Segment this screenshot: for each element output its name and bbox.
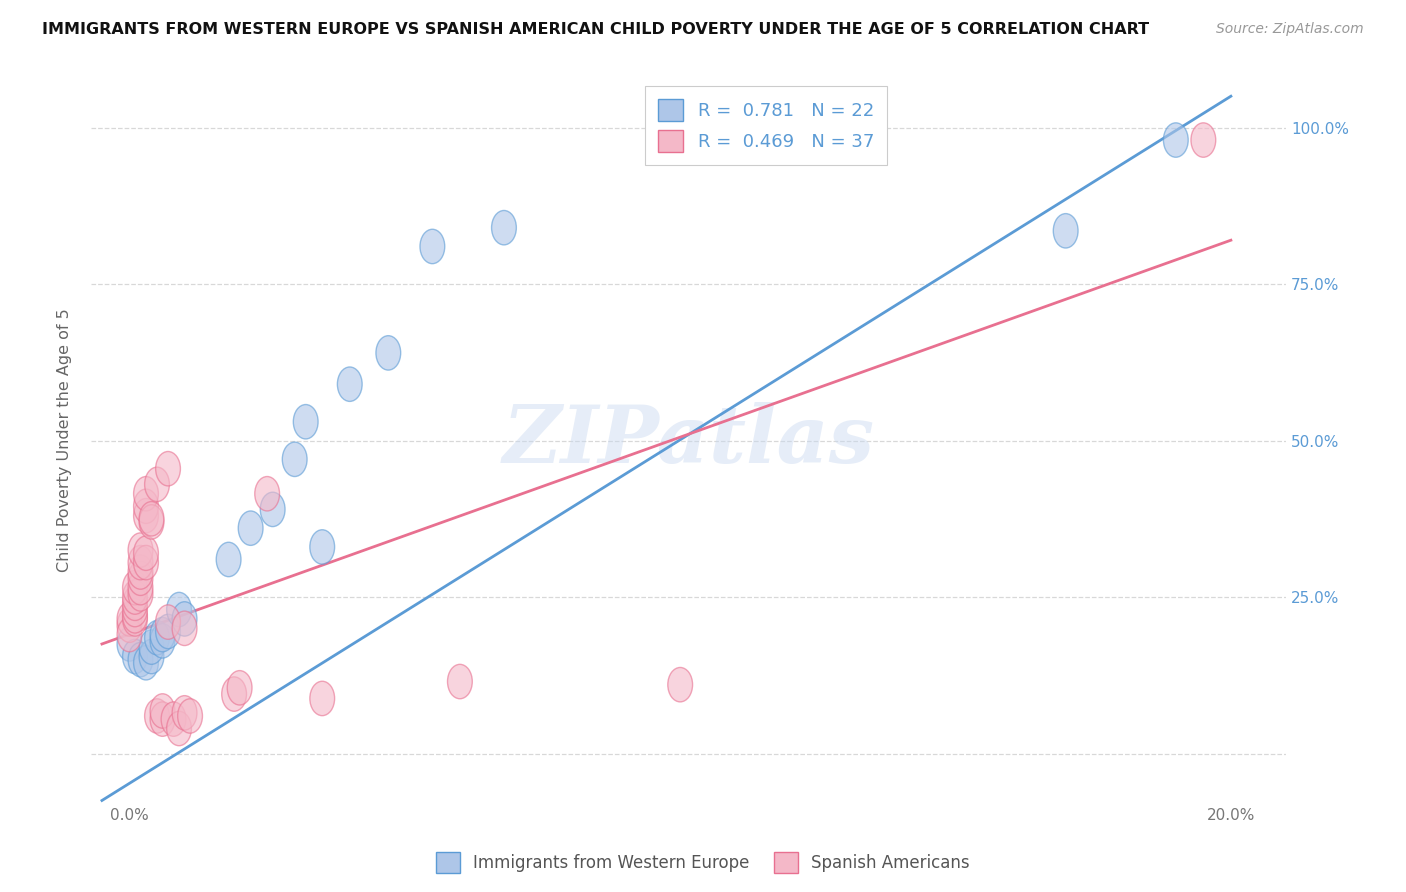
Legend: Immigrants from Western Europe, Spanish Americans: Immigrants from Western Europe, Spanish … [430, 846, 976, 880]
Legend: R =  0.781   N = 22, R =  0.469   N = 37: R = 0.781 N = 22, R = 0.469 N = 37 [645, 87, 887, 165]
Text: Source: ZipAtlas.com: Source: ZipAtlas.com [1216, 22, 1364, 37]
Text: ZIPatlas: ZIPatlas [502, 401, 875, 479]
Text: IMMIGRANTS FROM WESTERN EUROPE VS SPANISH AMERICAN CHILD POVERTY UNDER THE AGE O: IMMIGRANTS FROM WESTERN EUROPE VS SPANIS… [42, 22, 1149, 37]
Y-axis label: Child Poverty Under the Age of 5: Child Poverty Under the Age of 5 [58, 309, 72, 573]
